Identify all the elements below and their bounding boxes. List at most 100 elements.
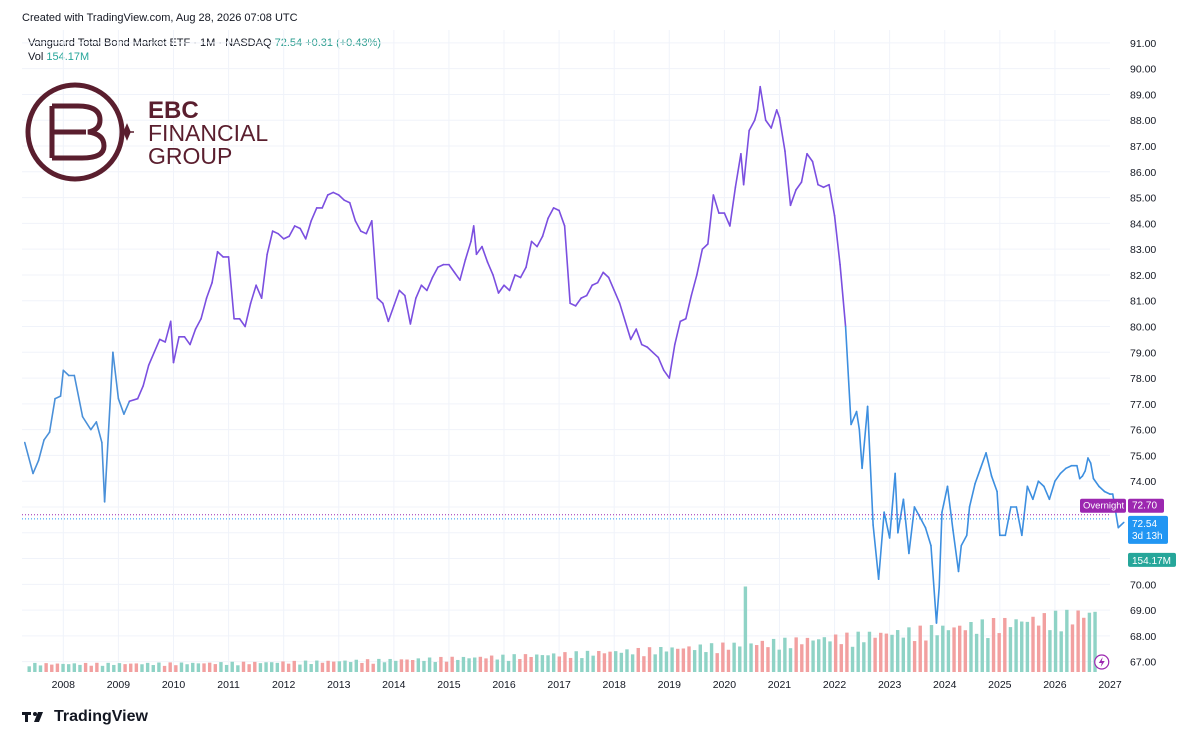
- price-line-segment: [54, 395, 62, 400]
- volume-bar: [1014, 619, 1018, 672]
- price-line-segment: [514, 274, 522, 279]
- price-line-segment: [387, 305, 395, 323]
- volume-bar: [354, 659, 358, 672]
- tradingview-brand[interactable]: TradingView: [22, 708, 148, 726]
- price-line-segment: [596, 271, 604, 284]
- price-line-segment: [431, 266, 439, 279]
- y-axis-tick-label: 87.00: [1130, 141, 1156, 153]
- volume-bar: [281, 661, 285, 672]
- x-axis-tick-label: 2023: [878, 679, 902, 691]
- price-line-segment: [690, 274, 698, 297]
- x-axis-tick-label: 2017: [547, 679, 571, 691]
- price-line-segment: [778, 116, 786, 152]
- y-axis-tick-label: 91.00: [1130, 38, 1156, 50]
- volume-bar: [743, 586, 748, 672]
- volume-bar: [123, 664, 127, 672]
- volume-bar: [670, 647, 674, 672]
- volume-value: 154.17M: [46, 51, 90, 63]
- overnight-price: 72.70: [1132, 501, 1157, 512]
- volume-bar: [523, 654, 528, 672]
- volume-bar: [377, 658, 381, 672]
- volume-bar: [405, 659, 409, 672]
- ebc-logo-line1: EBC: [148, 97, 199, 124]
- price-line-segment: [930, 544, 938, 624]
- price-line-segment: [924, 526, 932, 547]
- volume-bar: [95, 662, 99, 672]
- volume-bar: [112, 664, 116, 672]
- volume-bar: [811, 640, 815, 672]
- volume-bar: [692, 650, 697, 672]
- price-line-segment: [348, 201, 357, 222]
- volume-bar: [794, 637, 798, 672]
- price-line-segment: [902, 498, 910, 555]
- price-line-segment: [271, 230, 279, 235]
- price-line-segment: [894, 472, 899, 534]
- price-line-segment: [142, 364, 150, 387]
- volume-bar: [258, 663, 263, 672]
- volume-bar: [61, 663, 65, 672]
- price-line-segment: [844, 325, 852, 426]
- price-line-segment: [602, 271, 610, 279]
- price-line-segment: [861, 405, 869, 470]
- price-line-segment: [764, 119, 773, 129]
- volume-bar: [788, 648, 793, 672]
- volume-bar: [625, 649, 629, 672]
- volume-bar: [501, 654, 505, 672]
- x-axis-tick-label: 2018: [603, 679, 627, 691]
- price-line-segment: [32, 459, 40, 475]
- volume-bar: [450, 656, 454, 672]
- price-line-segment: [1004, 506, 1012, 537]
- price-line-segment: [789, 189, 797, 207]
- price-line-segment: [81, 415, 92, 431]
- price-line-segment: [759, 85, 767, 122]
- ebc-logo-sparkle-icon: [120, 123, 134, 141]
- volume-bar: [320, 662, 325, 672]
- price-line-segment: [216, 250, 224, 258]
- volume-bar: [895, 630, 900, 672]
- x-axis-tick-label: 2009: [107, 679, 131, 691]
- volume-bar: [388, 658, 392, 672]
- volume-bar: [140, 664, 144, 672]
- volume-bar: [473, 657, 477, 672]
- price-line-segment: [629, 328, 638, 341]
- price-line-segment: [536, 235, 544, 248]
- price-line-segment: [957, 544, 963, 573]
- volume-bar: [337, 661, 342, 672]
- price-line-segment: [189, 328, 197, 346]
- price-line-segment: [101, 441, 106, 503]
- price-line-segment: [420, 284, 428, 292]
- volume-bar: [151, 665, 155, 672]
- price-line-segment: [169, 320, 175, 364]
- volume-bar: [439, 656, 443, 672]
- volume-bar: [179, 662, 184, 672]
- volume-bar: [613, 651, 618, 672]
- volume-bar: [822, 637, 827, 672]
- volume-label[interactable]: Vol: [28, 51, 44, 63]
- volume-bar: [1031, 616, 1035, 672]
- volume-bar: [726, 649, 731, 672]
- price-line-segment: [415, 284, 423, 299]
- volume-bar: [224, 664, 229, 672]
- price-line-segment: [255, 284, 263, 299]
- volume-bar: [365, 659, 370, 672]
- price-line-segment: [866, 405, 874, 526]
- tradingview-logo-icon: [22, 712, 43, 722]
- price-line-segment: [503, 284, 511, 292]
- price-line-segment: [293, 225, 301, 230]
- y-axis-tick-label: 67.00: [1130, 657, 1156, 669]
- volume-bar: [602, 653, 607, 672]
- price-line-segment: [343, 199, 351, 204]
- volume-bars: [27, 586, 1097, 672]
- x-axis-tick-label: 2020: [713, 679, 737, 691]
- volume-bar: [715, 653, 719, 672]
- price-line-segment: [872, 524, 880, 580]
- price-line-segment: [753, 109, 759, 122]
- price-line-segment: [811, 160, 819, 186]
- volume-bar: [456, 659, 460, 672]
- volume-bar: [585, 650, 590, 672]
- volume-bar: [608, 651, 612, 672]
- price-line-segment: [858, 428, 863, 470]
- price-line-segment: [310, 207, 318, 222]
- volume-bar: [873, 637, 877, 672]
